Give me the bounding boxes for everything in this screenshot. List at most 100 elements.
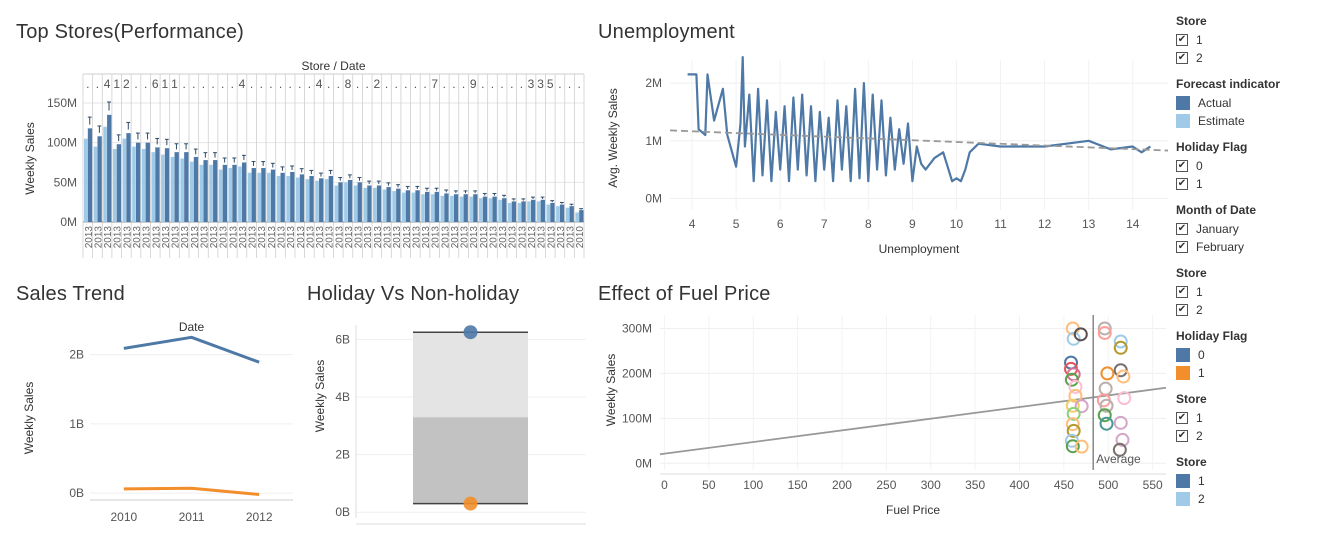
unemployment-ytick-1: 1M [645,134,662,148]
checkbox-icon[interactable]: ✔ [1176,304,1188,316]
checkbox-icon[interactable]: ✔ [1176,178,1188,190]
legend-title-3: Month of Date [1176,203,1256,217]
top-stores-bar-35 [425,191,430,222]
top-stores-bar-secondary-24 [315,180,319,222]
top-stores-xlabel-33: 2013 [402,226,413,249]
top-stores-bar-secondary-51 [575,212,579,222]
top-stores-bar-secondary-50 [565,207,570,222]
fuel-ytick-2: 200M [622,366,652,380]
legend-item-5-1[interactable]: 1 [1176,364,1336,382]
top-stores-xlabel-14: 2013 [219,226,230,249]
legend-item-0-0[interactable]: ✔ 1 [1176,31,1336,49]
legend-item-7-1[interactable]: 2 [1176,490,1336,508]
checkbox-icon[interactable]: ✔ [1176,286,1188,298]
top-stores-xlabel-11: 2013 [190,226,201,249]
top-stores-store-header-51: . [578,77,581,91]
sales-trend-line-1 [123,486,260,496]
fuel-xtick-6: 300 [921,478,941,492]
top-stores-xlabel-24: 2013 [315,226,326,249]
top-stores-xlabel-12: 2013 [199,226,210,249]
legend-item-label: 1 [1196,33,1203,47]
legend-item-6-0[interactable]: ✔ 1 [1176,409,1336,427]
top-stores-store-header-12: . [202,77,205,91]
top-stores-bar-secondary-41 [479,198,483,222]
fuel-point-29 [1099,416,1114,431]
legend-item-label: 2 [1196,429,1203,443]
legend-title-2: Holiday Flag [1176,140,1248,154]
top-stores-bar-secondary-14 [218,169,223,222]
top-stores-store-header-24: 4 [316,77,323,91]
top-stores-bar-secondary-2 [103,126,107,222]
top-stores-bar-23 [309,175,314,222]
top-stores-store-header-33: . [404,77,407,91]
legend-item-4-1[interactable]: ✔ 2 [1176,301,1336,319]
legend-item-6-1[interactable]: ✔ 2 [1176,427,1336,445]
fuel-xtick-5: 250 [876,478,896,492]
unemployment-xtick-0: 4 [689,217,696,231]
top-stores-xlabel-47: 2013 [537,226,548,249]
top-stores-bar-5 [135,142,141,222]
legend-item-1-1[interactable]: Estimate [1176,112,1336,130]
top-stores-bar-6 [145,142,150,222]
color-swatch [1176,114,1190,128]
checkbox-icon[interactable]: ✔ [1176,430,1188,442]
unemployment-xtick-8: 12 [1038,217,1052,231]
checkbox-icon[interactable]: ✔ [1176,241,1188,253]
holiday-ytick-0: 0B [335,505,350,519]
legend-item-3-0[interactable]: ✔ January [1176,220,1336,238]
fuel-point-32 [1112,442,1127,457]
top-stores-bar-secondary-32 [392,191,396,222]
top-stores-bar-secondary-6 [141,148,146,222]
top-stores-xlabel-35: 2013 [421,226,432,249]
legend-item-1-0[interactable]: Actual [1176,94,1336,112]
top-stores-store-header-2: 4 [104,77,111,91]
top-stores-store-header-22: . [298,77,301,91]
color-swatch [1176,96,1190,110]
top-stores-bar-secondary-21 [286,175,290,222]
top-stores-store-header-48: 5 [547,77,554,91]
top-stores-store-header-11: . [192,77,195,91]
legend-item-label: 2 [1196,51,1203,65]
top-stores-bar-secondary-17 [247,172,252,222]
legend-item-label: 1 [1198,366,1205,380]
legend-item-2-0[interactable]: ✔ 0 [1176,157,1336,175]
top-stores-bar-51 [579,210,584,222]
checkbox-icon[interactable]: ✔ [1176,223,1188,235]
fuel-point-24 [1066,423,1081,438]
top-stores-bar-26 [338,182,343,222]
top-stores-bar-secondary-44 [507,202,512,222]
legend-item-4-0[interactable]: ✔ 1 [1176,283,1336,301]
checkbox-icon[interactable]: ✔ [1176,52,1188,64]
top-stores-xlabel-26: 2013 [334,226,345,249]
fuel-point-6 [1113,340,1128,355]
holiday-point-1 [463,496,478,511]
top-stores-xlabel-20: 2013 [277,226,288,249]
fuel-point-14 [1116,369,1131,384]
unemployment-xtick-2: 6 [777,217,784,231]
legend-item-7-0[interactable]: 1 [1176,472,1336,490]
legend-item-5-0[interactable]: 0 [1176,346,1336,364]
fuel-trendline [659,386,1167,456]
legend-item-2-1[interactable]: ✔ 1 [1176,175,1336,193]
top-stores-store-header-7: 6 [152,77,159,91]
checkbox-icon[interactable]: ✔ [1176,160,1188,172]
top-stores-bar-38 [453,194,459,222]
top-stores-bar-secondary-37 [440,195,445,222]
checkbox-icon[interactable]: ✔ [1176,412,1188,424]
legend-title-7: Store [1176,455,1207,469]
top-stores-bar-secondary-34 [411,192,416,222]
fuel-ytick-0: 0M [635,456,652,470]
top-stores-bar-48 [550,202,555,222]
top-stores-bar-27 [347,179,353,222]
legend-item-3-1[interactable]: ✔ February [1176,238,1336,256]
legend-item-0-1[interactable]: ✔ 2 [1176,49,1336,67]
legend-title-1: Forecast indicator [1176,77,1281,91]
checkbox-icon[interactable]: ✔ [1176,34,1188,46]
top-stores-xlabel-32: 2013 [392,226,403,249]
top-stores-store-header-15: . [231,77,234,91]
top-stores-store-header-3: 1 [113,77,120,91]
sales-trend-title: Sales Trend [16,283,125,305]
fuel-point-2 [1073,327,1088,342]
unemployment-ytick-0: 0M [645,191,662,205]
top-stores-bar-3 [116,144,122,222]
